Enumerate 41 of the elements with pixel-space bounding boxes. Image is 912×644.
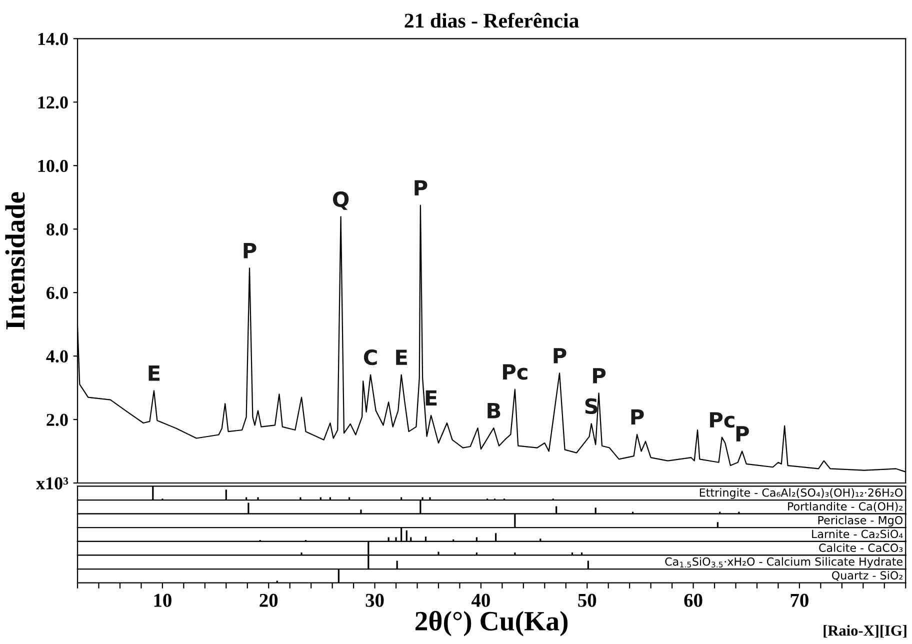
annotation: P <box>244 243 256 258</box>
chart-title: Ca$_{1.5}$SiO$_{3.5}$·xH₂O - Calcium Silicate Hydrate <box>665 557 902 568</box>
annotation: P <box>631 409 644 425</box>
annotation: S <box>585 398 598 414</box>
annotation: E <box>426 390 437 406</box>
x-tick-label: 20 <box>260 594 278 607</box>
annotation: C <box>364 349 377 366</box>
y-tick-label: 6.0 <box>46 286 68 300</box>
annotation: Pc <box>710 412 734 428</box>
y-tick-label: 14.0 <box>38 32 68 46</box>
annotation: Pc <box>503 364 528 380</box>
annotation: P <box>736 426 749 442</box>
x-tick-label: 70 <box>790 594 808 607</box>
y-tick-label: 8.0 <box>46 223 68 236</box>
annotation: E <box>148 366 160 381</box>
x-axis-title: 2θ(°) Cu(Ka) <box>416 610 568 636</box>
annotation: B <box>488 403 500 418</box>
x-tick-label: 60 <box>684 594 702 607</box>
annotation: E <box>396 350 407 365</box>
x-tick-label: 40 <box>471 594 490 607</box>
chart-title: 21 dias - Referência <box>404 12 579 28</box>
x-tick-label: 10 <box>154 594 172 607</box>
y-axis-title: Intensidade <box>5 192 25 330</box>
annotation: Q <box>332 191 349 210</box>
text: [Raio-X][IG] <box>824 624 906 638</box>
chart-title: Quartz - SiO₂ <box>832 570 902 581</box>
annotation: P <box>414 180 428 196</box>
chart-title: Ettringite - Ca₆Al₂(SO₄)₃(OH)₁₂·26H₂O <box>700 488 902 499</box>
annotation: P <box>554 348 566 364</box>
annotation: P <box>593 368 606 384</box>
chart-title: Larnite - Ca₂SiO₄ <box>812 530 903 538</box>
y-tick-label: 4.0 <box>46 350 68 363</box>
x-tick-label: 30 <box>366 594 384 607</box>
chart-title: Portlandite - Ca(OH)₂ <box>788 502 902 512</box>
y-tick-label: 10.0 <box>38 160 68 172</box>
y-tick-label: x10³ <box>36 477 68 490</box>
x-tick-label: 50 <box>578 594 596 607</box>
chart-title: Calcite - CaCO₃ <box>819 543 903 552</box>
y-tick-label: 12.0 <box>38 96 68 109</box>
chart-title: Periclase - MgO <box>818 516 903 527</box>
y-tick-label: 2.0 <box>46 414 68 426</box>
